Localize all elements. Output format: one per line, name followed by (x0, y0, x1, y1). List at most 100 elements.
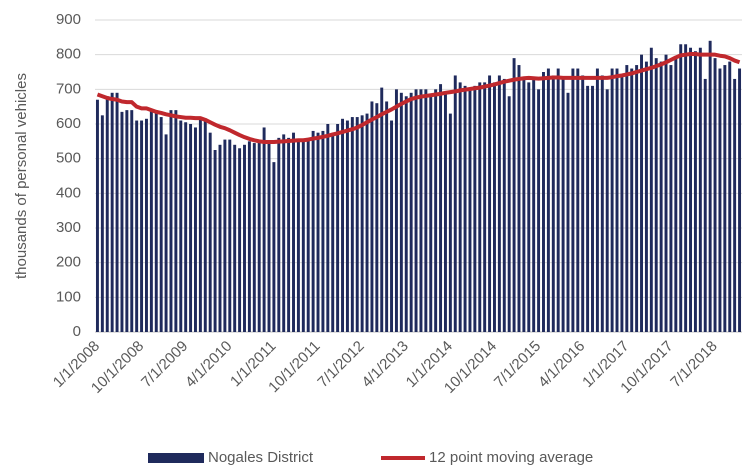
bar (390, 120, 394, 333)
bar (233, 144, 237, 332)
bar (468, 89, 472, 332)
bar (144, 118, 148, 332)
bar (537, 89, 541, 332)
bar (169, 110, 173, 332)
bar (595, 68, 599, 333)
bar (458, 82, 462, 333)
bar (703, 78, 707, 332)
bar (434, 89, 438, 332)
bar (350, 117, 354, 332)
bar (370, 101, 374, 332)
bar (493, 82, 496, 333)
y-tick-label: 0 (73, 323, 81, 340)
bar (664, 54, 668, 333)
bar (654, 58, 658, 333)
bar (522, 78, 526, 332)
bar (532, 78, 536, 332)
bar (223, 139, 227, 332)
y-axis-title: thousands of personal vehicles (13, 73, 30, 279)
bar (708, 40, 712, 333)
y-tick-label: 800 (56, 46, 81, 63)
bar (674, 58, 678, 333)
bar (644, 61, 648, 332)
x-tick-label: 4/1/2013 (359, 338, 412, 391)
bar (110, 92, 114, 332)
bar (453, 75, 457, 332)
bar (385, 101, 389, 332)
bar (605, 89, 609, 332)
bar (738, 68, 742, 333)
bar (238, 148, 242, 332)
bar (630, 68, 634, 333)
bar (287, 137, 291, 332)
bar (483, 82, 487, 333)
bar (243, 144, 246, 332)
bar (306, 137, 310, 332)
bar (414, 89, 418, 332)
bar (184, 122, 188, 333)
bar (689, 47, 693, 332)
bar (355, 117, 359, 332)
bar (149, 110, 153, 332)
bar (399, 92, 403, 332)
y-tick-label: 200 (56, 254, 81, 271)
y-tick-label: 400 (56, 184, 81, 201)
line (96, 51, 741, 145)
bar (203, 118, 207, 332)
bar (448, 113, 452, 332)
bar (321, 130, 325, 332)
bar (115, 92, 119, 332)
bar (571, 68, 575, 333)
x-tick-label: 7/1/2015 (491, 338, 544, 391)
bar (620, 75, 624, 332)
y-tick-label: 100 (56, 288, 81, 305)
bar (424, 89, 428, 332)
bar (218, 144, 222, 332)
bar (228, 139, 232, 332)
bar (659, 61, 663, 332)
x-tick-label: 7/1/2018 (667, 338, 720, 391)
bar (693, 51, 697, 332)
bar (311, 130, 315, 332)
bar (556, 68, 560, 333)
bar (566, 92, 570, 332)
bar (336, 124, 340, 332)
bar (267, 141, 271, 332)
bar (649, 47, 653, 332)
bar (635, 65, 639, 333)
bar (341, 118, 344, 332)
bar (208, 132, 212, 332)
bar (419, 89, 423, 332)
bar (174, 110, 178, 332)
bar (179, 120, 183, 333)
bar (488, 75, 492, 332)
bar (640, 54, 643, 333)
bar (262, 127, 266, 332)
bar (669, 65, 673, 333)
bar (164, 134, 168, 332)
bar (512, 58, 516, 333)
bar (272, 162, 276, 332)
bar (404, 96, 408, 333)
bar (473, 85, 477, 332)
bar (331, 134, 335, 332)
bar (345, 120, 349, 333)
bar (527, 82, 531, 333)
bar (130, 110, 134, 332)
bar (586, 85, 590, 332)
bar (257, 141, 261, 332)
bar (463, 85, 467, 332)
y-tick-label: 900 (56, 11, 81, 28)
bar (365, 113, 369, 332)
bar (507, 96, 511, 333)
bar (600, 75, 604, 332)
bar (517, 65, 521, 333)
bar (375, 103, 379, 332)
bar (591, 85, 594, 332)
x-tick-label: 7/1/2012 (314, 338, 367, 391)
bar (502, 78, 506, 332)
bar (698, 47, 702, 332)
bar (429, 96, 433, 333)
bar (679, 44, 683, 333)
bar (497, 75, 501, 332)
